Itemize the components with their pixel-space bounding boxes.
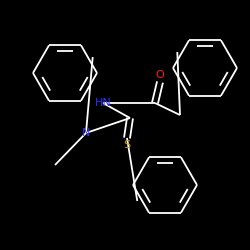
Text: HN: HN [94, 98, 112, 108]
Text: S: S [124, 140, 130, 150]
Text: O: O [156, 70, 164, 80]
Text: N: N [82, 128, 90, 138]
